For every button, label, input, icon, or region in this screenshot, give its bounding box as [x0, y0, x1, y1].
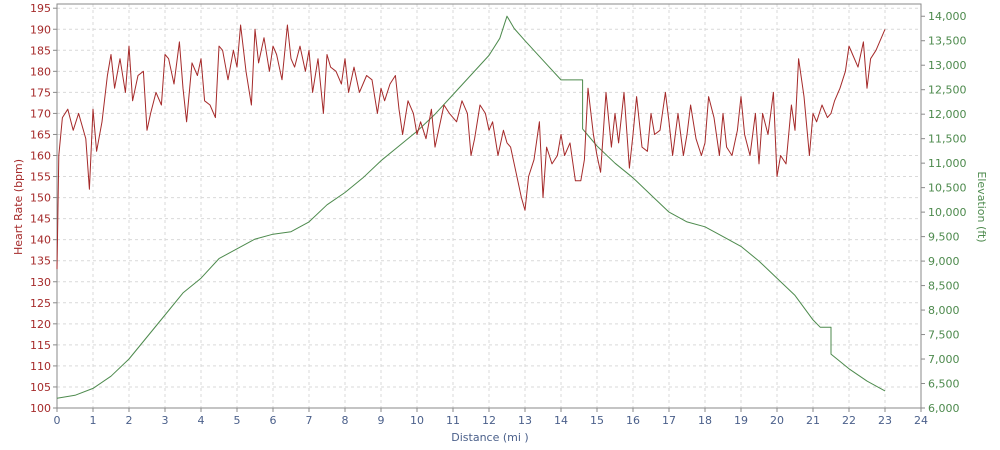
y-right-tick-label: 7,000: [928, 353, 960, 366]
y-left-tick-label: 150: [30, 192, 51, 205]
x-tick-label: 9: [378, 414, 385, 427]
y-right-tick-label: 8,000: [928, 304, 960, 317]
x-tick-label: 19: [734, 414, 748, 427]
x-tick-label: 23: [878, 414, 892, 427]
y-left-tick-label: 115: [30, 339, 51, 352]
x-tick-label: 24: [914, 414, 928, 427]
y-left-tick-label: 135: [30, 255, 51, 268]
y-left-tick-label: 165: [30, 128, 51, 141]
x-tick-label: 1: [90, 414, 97, 427]
y-left-tick-label: 120: [30, 318, 51, 331]
y-right-tick-label: 10,500: [928, 182, 967, 195]
x-tick-label: 16: [626, 414, 640, 427]
y-right-tick-label: 12,000: [928, 108, 967, 121]
grid-lines: [56, 4, 922, 409]
x-tick-label: 0: [54, 414, 61, 427]
y-right-tick-label: 6,000: [928, 402, 960, 415]
x-tick-label: 6: [270, 414, 277, 427]
x-axis-title: Distance (mi ): [451, 431, 528, 444]
y-left-axis-ticks: 100 105 110 115 120 125 130 135 140 145 150 155 160 1…: [30, 2, 57, 415]
y-left-tick-label: 125: [30, 297, 51, 310]
y-left-tick-label: 180: [30, 65, 51, 78]
x-tick-label: 7: [306, 414, 313, 427]
x-tick-label: 4: [198, 414, 205, 427]
y-left-tick-label: 110: [30, 360, 51, 373]
x-tick-label: 17: [662, 414, 676, 427]
x-tick-label: 15: [590, 414, 604, 427]
y-left-tick-label: 105: [30, 381, 51, 394]
x-tick-label: 11: [446, 414, 460, 427]
y-right-tick-label: 13,000: [928, 59, 967, 72]
heart-rate-series: [56, 24, 886, 270]
y-left-tick-label: 100: [30, 402, 51, 415]
elevation-line: [56, 15, 886, 399]
y-right-axis-title: Elevation (ft): [975, 171, 988, 242]
y-right-tick-label: 11,000: [928, 157, 967, 170]
x-tick-label: 3: [162, 414, 169, 427]
y-right-tick-label: 12,500: [928, 84, 967, 97]
y-left-tick-label: 160: [30, 150, 51, 163]
y-right-tick-label: 14,000: [928, 10, 967, 23]
x-tick-label: 18: [698, 414, 712, 427]
y-right-tick-label: 9,000: [928, 255, 960, 268]
x-tick-label: 13: [518, 414, 532, 427]
x-tick-label: 8: [342, 414, 349, 427]
x-tick-label: 5: [234, 414, 241, 427]
x-tick-label: 14: [554, 414, 568, 427]
y-right-tick-label: 11,500: [928, 133, 967, 146]
y-left-tick-label: 145: [30, 213, 51, 226]
x-tick-label: 20: [770, 414, 784, 427]
heart-rate-line: [56, 24, 886, 270]
y-left-tick-label: 195: [30, 2, 51, 15]
y-left-axis-title: Heart Rate (bpm): [12, 159, 25, 255]
y-left-tick-label: 170: [30, 107, 51, 120]
x-tick-label: 12: [482, 414, 496, 427]
y-right-tick-label: 13,500: [928, 35, 967, 48]
x-tick-label: 21: [806, 414, 820, 427]
y-left-tick-label: 140: [30, 234, 51, 247]
y-left-tick-label: 190: [30, 23, 51, 36]
y-left-tick-label: 175: [30, 86, 51, 99]
y-left-tick-label: 130: [30, 276, 51, 289]
x-axis-ticks: 0 1 2 3 4 5 6 7 8 9 10 11 12 13 14 15 16 17 18 19 20 21 22 23 24: [54, 408, 928, 427]
y-left-tick-label: 185: [30, 44, 51, 57]
x-tick-label: 2: [126, 414, 133, 427]
y-right-tick-label: 9,500: [928, 231, 960, 244]
y-right-axis-ticks: 6,000 6,500 7,000 7,500 8,000 8,500 9,000 9,500…: [921, 10, 967, 415]
y-right-tick-label: 7,500: [928, 329, 960, 342]
x-tick-label: 10: [410, 414, 424, 427]
y-right-tick-label: 6,500: [928, 378, 960, 391]
y-right-tick-label: 10,000: [928, 206, 967, 219]
y-left-tick-label: 155: [30, 171, 51, 184]
x-tick-label: 22: [842, 414, 856, 427]
elevation-series: [56, 15, 886, 399]
y-right-tick-label: 8,500: [928, 280, 960, 293]
